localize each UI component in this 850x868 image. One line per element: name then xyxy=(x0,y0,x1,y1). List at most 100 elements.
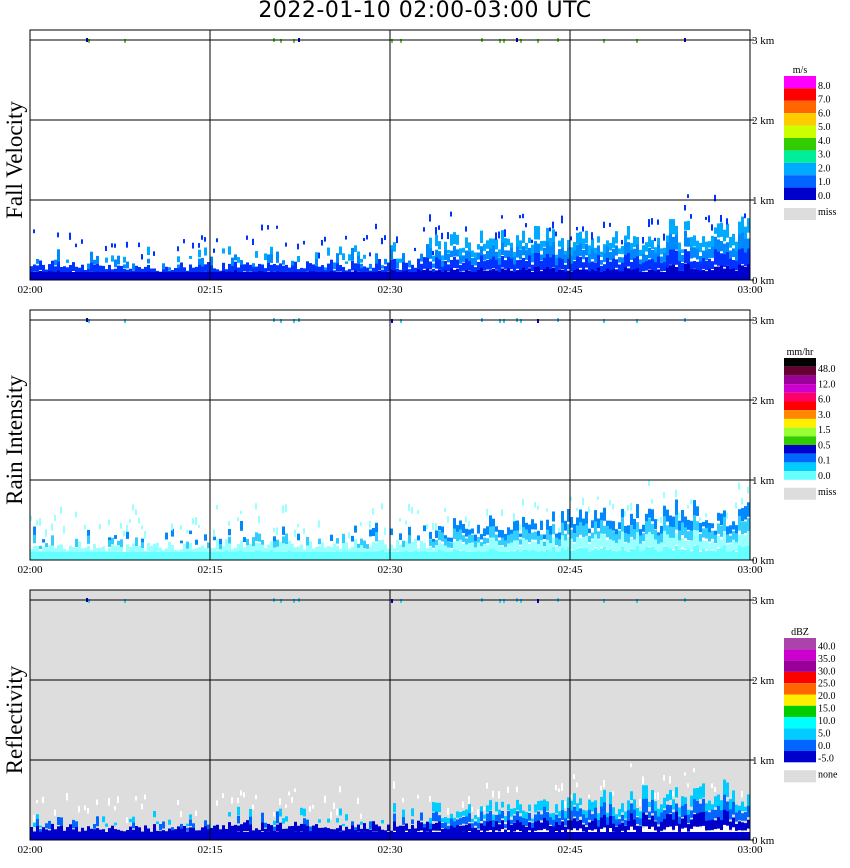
echo-cell xyxy=(447,249,450,254)
echo-cell xyxy=(735,259,738,271)
echo-cell xyxy=(540,540,543,551)
echo-speckle xyxy=(444,507,446,513)
echo-speckle xyxy=(36,519,38,526)
echo-cell xyxy=(669,536,672,549)
echo-cell xyxy=(504,260,507,269)
echo-cell xyxy=(720,539,723,549)
echo-cell xyxy=(642,252,645,263)
echo-cell xyxy=(120,546,123,554)
echo-cell xyxy=(249,814,252,825)
echo-cell xyxy=(234,261,237,271)
echo-cell xyxy=(627,226,630,240)
echo-cell xyxy=(582,518,585,526)
echo-cell xyxy=(618,530,621,540)
echo-cell xyxy=(351,821,354,826)
echo-speckle xyxy=(273,811,275,817)
echo-speckle xyxy=(108,797,110,806)
legend-swatch xyxy=(784,471,816,480)
echo-cell xyxy=(39,260,42,270)
echo-cell xyxy=(372,541,375,552)
echo-cell xyxy=(450,250,453,258)
echo-cell xyxy=(678,259,681,271)
echo-speckle xyxy=(684,205,686,211)
echo-cell xyxy=(648,811,651,819)
echo-cell xyxy=(405,541,408,552)
echo-cell xyxy=(180,549,183,555)
echo-cell xyxy=(369,529,372,537)
echo-cell xyxy=(567,805,570,819)
echo-cell xyxy=(525,525,528,540)
echo-cell xyxy=(597,253,600,268)
echo-cell xyxy=(291,826,294,834)
echo-cell xyxy=(438,802,441,813)
echo-cell xyxy=(693,509,696,530)
echo-cell xyxy=(735,531,738,543)
echo-cell xyxy=(672,536,675,549)
echo-speckle xyxy=(324,795,326,803)
echo-cell xyxy=(249,822,252,833)
echo-cell xyxy=(672,236,675,250)
echo-cell xyxy=(282,260,285,265)
echo-cell xyxy=(90,828,93,834)
y-tick-label: 2 km xyxy=(752,395,775,407)
echo-speckle xyxy=(195,517,197,525)
legend-swatch xyxy=(784,462,816,472)
echo-speckle xyxy=(276,225,278,229)
echo-cell xyxy=(204,824,207,834)
echo-cell xyxy=(237,544,240,552)
echo-cell xyxy=(288,540,291,551)
echo-cell xyxy=(225,539,228,551)
echo-cell xyxy=(117,544,120,553)
echo-cell xyxy=(420,540,423,552)
echo-cell xyxy=(660,809,663,822)
echo-speckle xyxy=(570,496,572,501)
echo-cell xyxy=(525,817,528,826)
echo-speckle xyxy=(570,794,572,799)
echo-cell xyxy=(597,813,600,820)
echo-cell xyxy=(495,801,498,812)
echo-cell xyxy=(663,247,666,254)
echo-cell xyxy=(615,529,618,535)
echo-cell xyxy=(705,525,708,539)
echo-cell xyxy=(549,813,552,818)
echo-cell xyxy=(693,247,696,258)
echo-speckle xyxy=(261,224,263,231)
echo-cell xyxy=(474,534,477,541)
echo-cell xyxy=(516,539,519,551)
echo-cell xyxy=(222,545,225,553)
echo-cell xyxy=(60,817,63,826)
echo-cell xyxy=(417,820,420,832)
echo-cell xyxy=(222,825,225,833)
echo-speckle xyxy=(699,517,701,521)
echo-cell xyxy=(675,787,678,798)
echo-cell xyxy=(411,808,414,817)
echo-cell xyxy=(96,548,99,555)
echo-speckle xyxy=(252,804,254,810)
echo-cell xyxy=(51,535,54,546)
echo-cell xyxy=(654,821,657,831)
echo-speckle xyxy=(381,503,383,510)
echo-cell xyxy=(177,267,180,275)
echo-cell xyxy=(192,827,195,834)
echo-cell xyxy=(36,814,39,819)
echo-cell xyxy=(402,809,405,818)
echo-cell xyxy=(351,823,354,833)
echo-cell xyxy=(201,545,204,553)
echo-cell xyxy=(528,252,531,268)
echo-cell xyxy=(732,790,735,802)
echo-cell xyxy=(504,816,507,822)
echo-cell xyxy=(594,247,597,254)
echo-cell xyxy=(462,825,465,832)
echo-cell xyxy=(648,248,651,259)
echo-speckle xyxy=(183,239,185,244)
echo-speckle xyxy=(654,237,656,242)
echo-speckle xyxy=(282,505,284,514)
echo-cell xyxy=(537,226,540,240)
echo-speckle xyxy=(267,225,269,230)
top-marker xyxy=(636,599,638,603)
echo-cell xyxy=(579,798,582,805)
echo-cell xyxy=(261,544,264,553)
echo-cell xyxy=(120,539,123,548)
top-marker xyxy=(293,599,295,603)
echo-cell xyxy=(615,231,618,244)
